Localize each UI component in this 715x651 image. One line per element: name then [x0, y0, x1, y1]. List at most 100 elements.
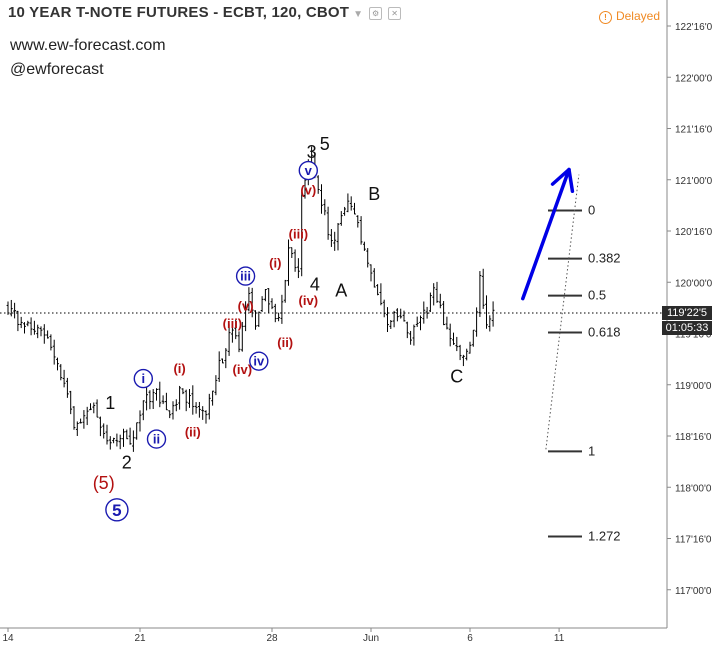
ohlc-bar	[6, 301, 10, 315]
svg-text:3: 3	[307, 142, 317, 162]
svg-text:2: 2	[122, 453, 132, 473]
ohlc-bar	[448, 323, 452, 347]
price-tick-label: 122'00'0	[675, 73, 713, 84]
ohlc-bar	[465, 348, 469, 361]
ohlc-bar	[191, 385, 195, 415]
wave-label: (i)	[173, 361, 185, 376]
ohlc-bar	[462, 354, 465, 367]
ohlc-bar	[300, 192, 304, 277]
svg-text:5: 5	[320, 134, 330, 154]
wave-label: (iii)	[289, 227, 309, 242]
ohlc-bar	[178, 385, 181, 410]
forecast-arrow-head	[550, 167, 575, 193]
svg-text:(ii): (ii)	[185, 424, 201, 439]
ohlc-bar	[125, 429, 129, 440]
ohlc-bar	[118, 434, 122, 450]
ohlc-bar	[412, 324, 416, 346]
wave-label: C	[450, 367, 463, 387]
ohlc-bar	[36, 324, 40, 339]
ohlc-bar	[326, 206, 330, 240]
ohlc-bar	[247, 287, 251, 312]
ohlc-bar	[207, 393, 211, 420]
ohlc-bar	[297, 258, 300, 279]
wave-label: (iv)	[233, 362, 253, 377]
price-tick-label: 119'16'0	[675, 330, 712, 341]
ohlc-bar	[267, 288, 271, 313]
wave-labels: 12(5)5iii(i)(ii)iii(iii)(v)(iv)iv(i)(ii)…	[93, 134, 463, 522]
ohlc-bar	[99, 416, 102, 437]
close-icon[interactable]: ✕	[388, 6, 402, 20]
ohlc-bar	[339, 211, 343, 226]
ohlc-bar	[257, 311, 261, 328]
fib-level-label: 0	[588, 203, 595, 218]
ohlc-bar	[234, 319, 238, 340]
price-axis[interactable]: 122'16'0 122'00'0 121'16'0 121'00'0 120'16'0…	[666, 0, 713, 628]
ohlc-bar	[244, 301, 247, 332]
last-price-tag: 119'22'5	[662, 306, 712, 320]
ohlc-bar	[46, 330, 49, 339]
ohlc-bar	[227, 324, 231, 356]
ohlc-bar	[346, 193, 350, 213]
time-tick-label: 21	[134, 633, 146, 644]
ohlc-bar	[33, 320, 36, 335]
time-tick-label: 14	[2, 633, 14, 644]
ohlc-bar	[29, 317, 33, 336]
ohlc-bar	[9, 299, 13, 317]
price-tick-label: 117'00'0	[675, 586, 712, 597]
ohlc-bar	[293, 249, 297, 272]
ohlc-bar	[42, 324, 46, 344]
wave-label: ii	[146, 429, 167, 449]
ohlc-bar	[270, 298, 274, 310]
ohlc-bar	[214, 375, 218, 396]
ohlc-bar	[52, 339, 56, 365]
delayed-badge[interactable]: ! Delayed	[598, 9, 660, 24]
wave-label: (5)	[93, 473, 115, 493]
ohlc-bar	[171, 401, 175, 420]
ohlc-bar	[336, 223, 340, 251]
ohlc-bar	[379, 283, 383, 306]
svg-text:(iii): (iii)	[223, 316, 243, 331]
watermark-handle: @ewforecast	[10, 61, 104, 78]
ohlc-bar	[49, 334, 53, 351]
price-tick-label: 117'16'0	[675, 535, 712, 546]
svg-text:C: C	[450, 367, 463, 387]
ohlc-bar	[151, 389, 155, 409]
settings-icon[interactable]: ⚙	[369, 6, 383, 20]
wave-label: 2	[122, 453, 132, 473]
forecast-arrow-shaft	[521, 167, 571, 301]
ohlc-bar	[405, 321, 409, 339]
chart-title: 10 YEAR T-NOTE FUTURES - ECBT, 120, CBOT	[8, 4, 350, 21]
fibonacci-levels[interactable]: 0 0.382 0.5 0.618 1 1.272	[548, 203, 621, 544]
fib-level-label: 0.382	[588, 251, 621, 266]
wave-label: v	[298, 160, 318, 181]
wave-label: 1	[105, 393, 115, 413]
ohlc-bar	[389, 320, 393, 329]
ohlc-bar	[442, 301, 445, 326]
ohlc-bar	[158, 381, 162, 408]
svg-text:iii: iii	[240, 269, 251, 284]
ohlc-bar	[59, 364, 63, 381]
svg-text:(i): (i)	[269, 255, 281, 270]
ohlc-bar	[419, 315, 422, 331]
ohlc-bar	[333, 231, 337, 251]
ohlc-bar	[481, 268, 485, 309]
time-axis[interactable]: 14 21 28 Jun 6 11	[0, 627, 667, 644]
ohlc-bar	[105, 424, 109, 445]
chevron-down-icon[interactable]: ▼	[353, 9, 364, 20]
ohlc-bar	[250, 287, 254, 318]
svg-text:(v): (v)	[300, 183, 316, 198]
ohlc-bar	[343, 206, 346, 216]
svg-text:(iv): (iv)	[299, 293, 319, 308]
ohlc-bar	[287, 239, 290, 286]
ohlc-bar	[72, 406, 76, 430]
ohlc-bar	[240, 321, 244, 352]
ohlc-bar	[115, 433, 119, 447]
ohlc-bar	[69, 390, 73, 415]
svg-text:(i): (i)	[173, 361, 185, 376]
delayed-label: Delayed	[615, 9, 660, 23]
ohlc-bar	[435, 281, 439, 303]
ohlc-bar	[330, 229, 333, 247]
ohlc-bar	[155, 388, 158, 401]
ohlc-bar	[128, 427, 132, 445]
